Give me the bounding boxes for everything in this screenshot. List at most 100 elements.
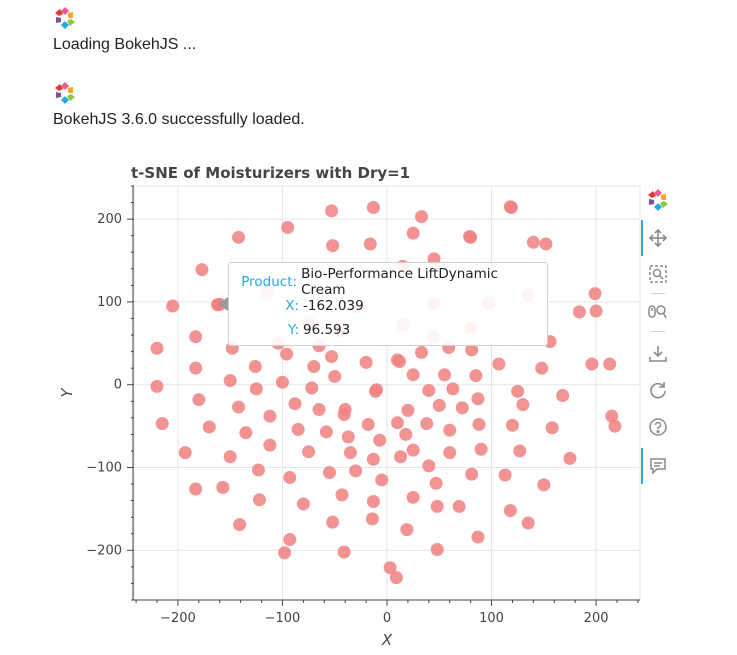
scatter-point[interactable]	[302, 445, 316, 459]
scatter-point[interactable]	[343, 446, 357, 460]
scatter-point[interactable]	[337, 545, 351, 559]
scatter-point[interactable]	[401, 403, 415, 417]
markers[interactable]	[150, 200, 622, 585]
help-icon[interactable]	[641, 415, 675, 439]
scatter-point[interactable]	[263, 438, 277, 452]
scatter-point[interactable]	[150, 341, 164, 355]
scatter-point[interactable]	[516, 398, 530, 412]
scatter-point[interactable]	[249, 382, 263, 396]
scatter-point[interactable]	[278, 546, 292, 560]
scatter-point[interactable]	[455, 401, 469, 415]
scatter-point[interactable]	[537, 478, 551, 492]
scatter-point[interactable]	[572, 305, 586, 319]
scatter-point[interactable]	[474, 442, 488, 456]
scatter-point[interactable]	[263, 409, 277, 423]
scatter-point[interactable]	[603, 357, 617, 371]
scatter-point[interactable]	[335, 488, 349, 502]
scatter-point[interactable]	[406, 490, 420, 504]
scatter-point[interactable]	[291, 422, 305, 436]
wheel-zoom-icon[interactable]	[641, 300, 675, 324]
scatter-point[interactable]	[406, 443, 420, 457]
scatter-point[interactable]	[498, 468, 512, 482]
scatter-point[interactable]	[400, 523, 414, 537]
scatter-point[interactable]	[545, 421, 559, 435]
scatter-point[interactable]	[223, 374, 237, 388]
scatter-point[interactable]	[472, 417, 486, 431]
scatter-point[interactable]	[504, 201, 518, 215]
scatter-point[interactable]	[399, 427, 413, 441]
scatter-point[interactable]	[465, 467, 479, 481]
scatter-point[interactable]	[443, 446, 457, 460]
scatter-point[interactable]	[326, 515, 340, 529]
scatter-point[interactable]	[252, 493, 266, 507]
scatter-point[interactable]	[521, 516, 535, 530]
scatter-point[interactable]	[420, 417, 434, 431]
scatter-point[interactable]	[319, 425, 333, 439]
scatter-point[interactable]	[363, 237, 377, 251]
scatter-point[interactable]	[223, 450, 237, 464]
scatter-point[interactable]	[389, 571, 403, 585]
scatter-point[interactable]	[365, 512, 379, 526]
scatter-point[interactable]	[503, 504, 517, 518]
scatter-point[interactable]	[166, 299, 180, 313]
scatter-point[interactable]	[446, 382, 460, 396]
scatter-point[interactable]	[492, 357, 506, 371]
scatter-point[interactable]	[341, 430, 355, 444]
scatter-point[interactable]	[239, 426, 253, 440]
reset-icon[interactable]	[641, 378, 675, 402]
scatter-point[interactable]	[195, 263, 209, 277]
scatter-point[interactable]	[349, 464, 363, 478]
scatter-point[interactable]	[375, 473, 389, 487]
scatter-point[interactable]	[305, 381, 319, 395]
scatter-point[interactable]	[155, 417, 169, 431]
scatter-point[interactable]	[608, 419, 622, 433]
scatter-point[interactable]	[505, 418, 519, 432]
scatter-point[interactable]	[443, 423, 457, 437]
scatter-point[interactable]	[390, 416, 404, 430]
scatter-point[interactable]	[373, 433, 387, 447]
scatter-point[interactable]	[366, 452, 380, 466]
scatter-point[interactable]	[251, 463, 265, 477]
scatter-point[interactable]	[281, 220, 295, 234]
scatter-point[interactable]	[369, 384, 382, 398]
scatter-point[interactable]	[415, 210, 428, 224]
scatter-point[interactable]	[539, 237, 553, 251]
scatter-point[interactable]	[232, 230, 246, 244]
scatter-point[interactable]	[438, 368, 451, 382]
scatter-point[interactable]	[280, 347, 294, 361]
scatter-point[interactable]	[406, 368, 420, 382]
hover-icon[interactable]	[641, 454, 675, 478]
scatter-point[interactable]	[323, 465, 336, 479]
scatter-point[interactable]	[192, 393, 206, 407]
scatter-point[interactable]	[422, 384, 436, 398]
pan-icon[interactable]	[641, 226, 675, 250]
scatter-point[interactable]	[471, 530, 485, 544]
scatter-point[interactable]	[178, 446, 192, 460]
scatter-point[interactable]	[430, 542, 444, 556]
scatter-point[interactable]	[283, 470, 297, 484]
scatter-point[interactable]	[233, 518, 247, 532]
scatter-point[interactable]	[328, 369, 342, 383]
scatter-point[interactable]	[429, 476, 443, 490]
scatter-point[interactable]	[216, 480, 230, 494]
scatter-point[interactable]	[469, 369, 483, 383]
scatter-point[interactable]	[465, 343, 479, 357]
scatter-point[interactable]	[189, 482, 203, 496]
scatter-point[interactable]	[366, 494, 380, 508]
scatter-point[interactable]	[275, 375, 289, 389]
scatter-point[interactable]	[588, 287, 602, 301]
scatter-point[interactable]	[452, 499, 466, 513]
scatter-point[interactable]	[430, 499, 444, 513]
save-icon[interactable]	[641, 342, 675, 366]
scatter-point[interactable]	[325, 204, 339, 218]
scatter-point[interactable]	[535, 361, 549, 375]
scatter-point[interactable]	[589, 304, 603, 318]
box-zoom-icon[interactable]	[641, 262, 675, 286]
scatter-point[interactable]	[189, 330, 203, 344]
scatter-point[interactable]	[394, 450, 408, 464]
scatter-point[interactable]	[150, 379, 164, 393]
scatter-point[interactable]	[513, 444, 527, 458]
scatter-point[interactable]	[326, 239, 340, 253]
scatter-point[interactable]	[366, 201, 380, 215]
scatter-point[interactable]	[189, 361, 203, 375]
